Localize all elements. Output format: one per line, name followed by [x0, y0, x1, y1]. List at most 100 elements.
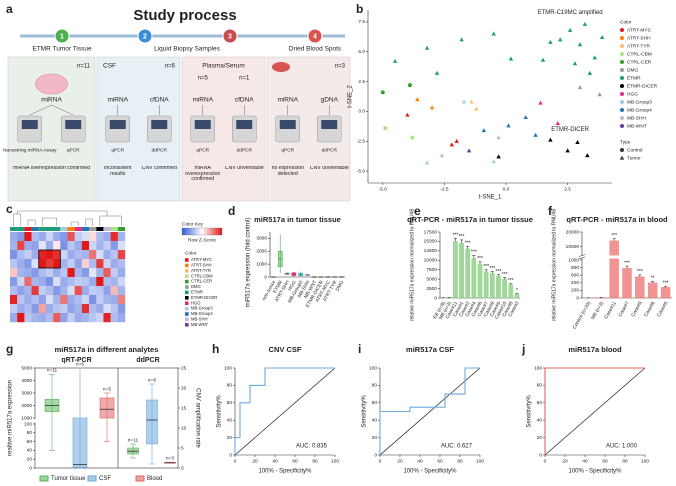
point — [523, 114, 528, 119]
point — [577, 85, 583, 90]
heat-cell — [67, 259, 75, 269]
heat-cell — [60, 295, 68, 305]
legend-swatch — [620, 52, 624, 56]
y-tick-label: 40 — [27, 448, 33, 454]
legend-label: MB-SHH — [627, 115, 646, 121]
heat-cell — [81, 268, 90, 278]
y-axis-label: Sensitivity% — [527, 395, 533, 428]
heat-cell — [89, 304, 97, 314]
step-number: 4 — [313, 33, 317, 40]
y-tick-label: 0 — [181, 465, 184, 471]
x-tick-label: HGG — [287, 279, 298, 292]
y-tick-label: 20000 — [566, 229, 580, 235]
heat-cell — [53, 241, 61, 251]
point — [508, 56, 514, 61]
heat-cell — [60, 313, 68, 323]
point — [567, 27, 573, 32]
legend-label: Tumor — [627, 155, 641, 161]
heat-cell — [31, 277, 39, 287]
heat-cell — [81, 304, 90, 314]
step-circle — [222, 28, 238, 44]
y-tick-label: 20 — [181, 385, 187, 391]
legend-title: Type — [620, 139, 631, 145]
legend-label: CTRL-CBM — [627, 51, 652, 57]
y-tick-label: 2000 — [21, 403, 32, 409]
step-circle — [137, 28, 153, 44]
legend-label: MB-WNT — [627, 123, 647, 129]
legend-swatch — [620, 92, 624, 96]
result-box: no expression detected — [272, 166, 304, 177]
point — [496, 135, 501, 140]
heat-cell — [45, 241, 54, 251]
x-tick-label: 80 — [457, 458, 463, 464]
heat-cell — [38, 250, 47, 260]
heat-cell — [89, 268, 97, 278]
bar — [453, 241, 458, 299]
y-axis-label: Sensitivity% — [362, 395, 368, 428]
y-tick-label: 1000 — [21, 415, 32, 421]
significance: *** — [459, 234, 465, 240]
x-axis-label: 100% - Specificity% — [568, 469, 622, 475]
column-group — [110, 227, 118, 231]
y-tick-label: 25 — [181, 365, 187, 371]
y-tick-label: 3000 — [21, 390, 32, 396]
point — [449, 142, 454, 147]
heat-cell — [96, 241, 104, 251]
heat-cell — [74, 313, 83, 323]
heat-cell — [96, 277, 104, 287]
legend-title: Color — [620, 19, 632, 25]
heat-cell — [24, 250, 32, 260]
heat-cell — [24, 295, 32, 305]
heat-cell — [45, 286, 54, 296]
heat-cell — [117, 295, 126, 305]
color-key — [181, 227, 223, 236]
point — [577, 42, 583, 47]
heat-cell — [45, 304, 54, 314]
y2-axis-label: CNV amplification rate — [194, 388, 200, 448]
step-number: 2 — [143, 33, 147, 40]
legend-swatch — [620, 68, 624, 72]
bar — [514, 294, 520, 299]
x-axis-label: 100% - Specificity% — [403, 469, 457, 475]
box-header: Plasma/Serum — [202, 63, 245, 70]
y-tick-label: 5 — [181, 445, 184, 451]
y-tick-label: -5.0 — [357, 168, 366, 174]
legend-swatch — [39, 475, 49, 482]
heat-cell — [67, 232, 75, 242]
heat-cell — [67, 313, 75, 323]
auc-label: AUC: 0.835 — [296, 444, 328, 450]
roc-curve — [379, 367, 480, 455]
point — [538, 100, 543, 105]
y-tick-label: 60 — [27, 439, 33, 445]
result-box: miRNA overexpression confirmed — [13, 166, 90, 171]
break-mark — [578, 256, 586, 260]
dendrogram — [16, 210, 108, 216]
y-tick-label: 5.0 — [358, 49, 365, 55]
heat-cell — [74, 250, 83, 260]
heat-cell — [17, 304, 25, 314]
legend-label: CSF — [99, 476, 111, 482]
analyte-label: miRNA — [41, 97, 62, 104]
y-axis-label: t-SNE_2 — [348, 85, 354, 108]
chart-title: miR517a in tumor tissue — [254, 215, 341, 224]
heat-cell — [31, 250, 39, 260]
panel-label: f — [548, 204, 553, 218]
heat-cell — [17, 232, 25, 242]
x-tick-label: 0.0 — [503, 186, 510, 192]
legend-label: HGG — [627, 91, 638, 97]
legend-shape — [619, 155, 625, 160]
heat-cell — [45, 250, 54, 260]
y-tick-label: 10000 — [424, 258, 438, 264]
legend-label: MB-Group3 — [627, 99, 652, 105]
legend-swatch — [620, 28, 624, 32]
result-text: CNV unverifiable — [224, 166, 264, 171]
method-label: qPCR — [281, 147, 294, 153]
n-label: n=11 — [47, 368, 58, 374]
dendrogram — [85, 218, 93, 226]
heat-cell — [38, 268, 47, 278]
heat-cell — [60, 232, 68, 242]
heat-cell — [10, 295, 18, 305]
y-tick-label: 0 — [576, 295, 579, 301]
device-screen — [65, 120, 82, 129]
y-tick-label: 100 — [24, 421, 32, 427]
